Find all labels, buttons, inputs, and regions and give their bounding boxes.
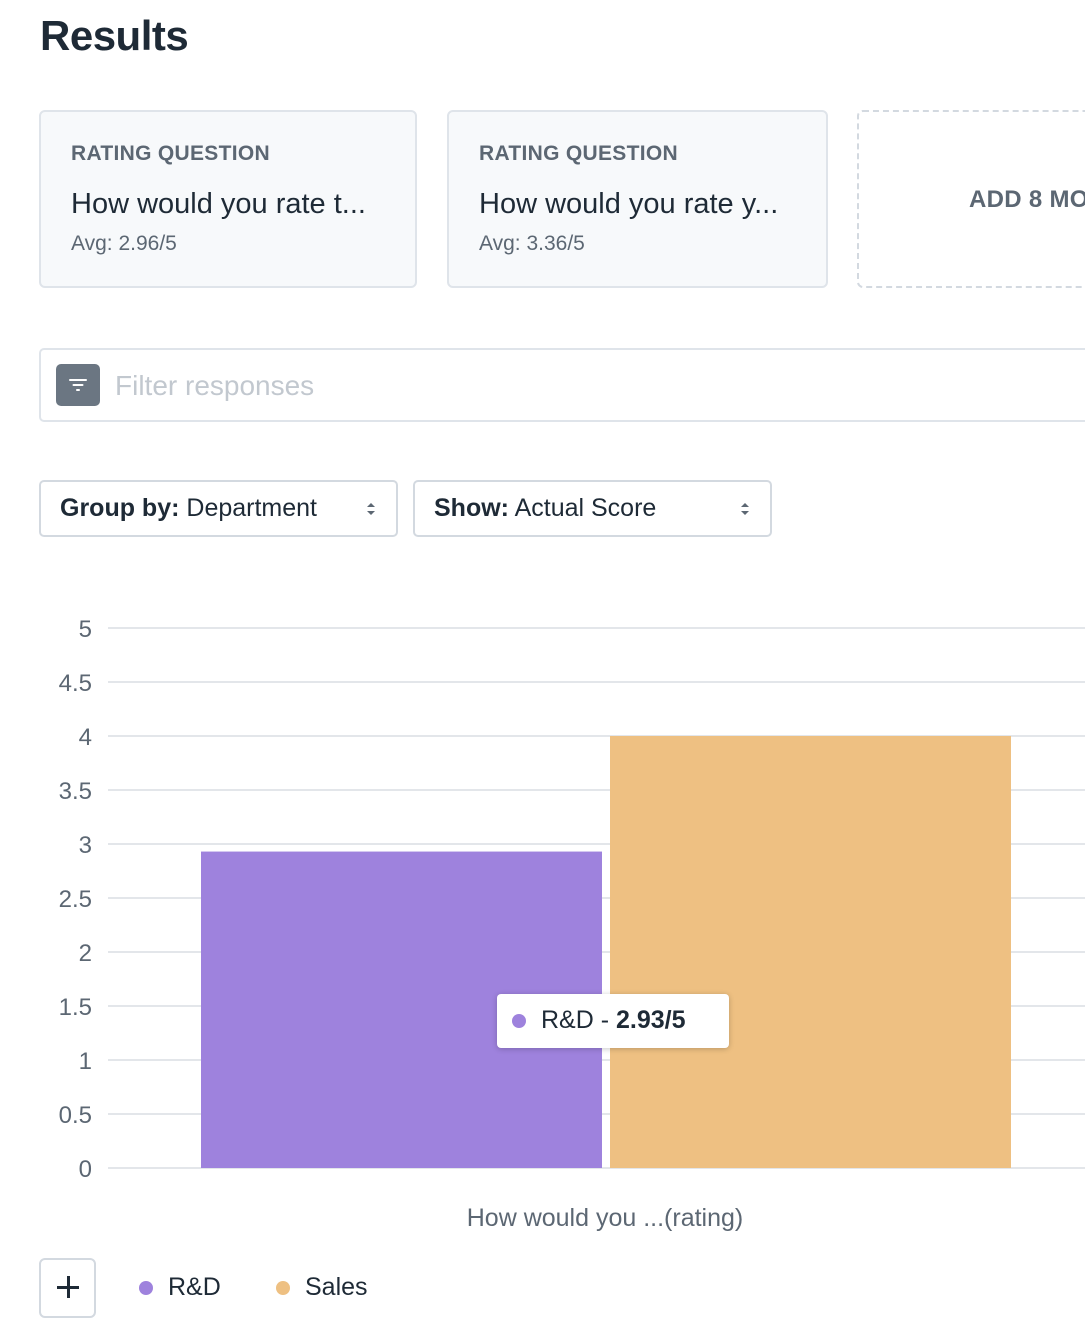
y-tick-label: 3.5 — [59, 778, 92, 805]
question-type-label: RATING QUESTION — [71, 142, 270, 165]
tooltip-series-dot — [512, 1014, 526, 1028]
y-tick-label: 2 — [79, 940, 92, 967]
question-average: Avg: 2.96/5 — [71, 232, 177, 255]
y-tick-label: 1.5 — [59, 994, 92, 1021]
tooltip-text: R&D - 2.93/5 — [541, 1006, 686, 1035]
question-text: How would you rate t... — [71, 188, 366, 220]
plus-icon — [57, 1276, 79, 1298]
legend-label: Sales — [305, 1273, 368, 1301]
y-tick-label: 4.5 — [59, 670, 92, 697]
filter-responses-input[interactable] — [113, 360, 1017, 412]
tooltip-separator: - — [593, 1006, 617, 1034]
y-tick-label: 4 — [79, 724, 92, 751]
page-title: Results — [40, 12, 189, 59]
add-questions-label: ADD 8 MO — [969, 186, 1085, 213]
chart-tooltip: R&D - 2.93/5 — [497, 994, 729, 1048]
add-series-button[interactable] — [39, 1258, 96, 1318]
question-type-label: RATING QUESTION — [479, 142, 678, 165]
tooltip-series: R&D — [541, 1006, 594, 1034]
bar-sales — [610, 736, 1011, 1168]
chevron-updown-icon — [367, 503, 375, 515]
question-card-1[interactable]: RATING QUESTION How would you rate t... … — [39, 110, 417, 288]
results-bar-chart: 0 0.5 1 1.5 2 2.5 3 3.5 4 4.5 5 — [59, 616, 1085, 1183]
y-tick-label: 0 — [79, 1156, 92, 1183]
y-tick-label: 5 — [79, 616, 92, 643]
question-average: Avg: 3.36/5 — [479, 232, 585, 255]
filter-icon — [69, 379, 87, 391]
show-value: Actual Score — [514, 494, 657, 522]
group-by-label: Group by: — [60, 494, 180, 522]
group-by-value: Department — [186, 494, 318, 522]
question-card-2[interactable]: RATING QUESTION How would you rate y... … — [447, 110, 828, 288]
show-select[interactable]: Show: Actual Score — [413, 480, 772, 537]
legend-label: R&D — [168, 1273, 221, 1301]
filter-bar — [39, 348, 1085, 422]
legend-dot — [276, 1281, 290, 1295]
y-tick-label: 0.5 — [59, 1102, 92, 1129]
y-tick-label: 1 — [79, 1048, 92, 1075]
tooltip-value: 2.93/5 — [616, 1006, 686, 1034]
chart-x-axis-label: How would you ...(rating) — [466, 1204, 744, 1232]
y-tick-label: 2.5 — [59, 886, 92, 913]
show-label: Show: — [434, 494, 509, 522]
group-by-text: Group by: Department — [60, 494, 317, 523]
show-text: Show: Actual Score — [434, 494, 656, 523]
y-tick-label: 3 — [79, 832, 92, 859]
group-by-select[interactable]: Group by: Department — [39, 480, 398, 537]
legend-dot — [139, 1281, 153, 1295]
question-text: How would you rate y... — [479, 188, 779, 220]
filter-button[interactable] — [56, 364, 100, 406]
add-questions-card[interactable]: ADD 8 MO — [857, 110, 1085, 288]
chevron-updown-icon — [741, 503, 749, 515]
